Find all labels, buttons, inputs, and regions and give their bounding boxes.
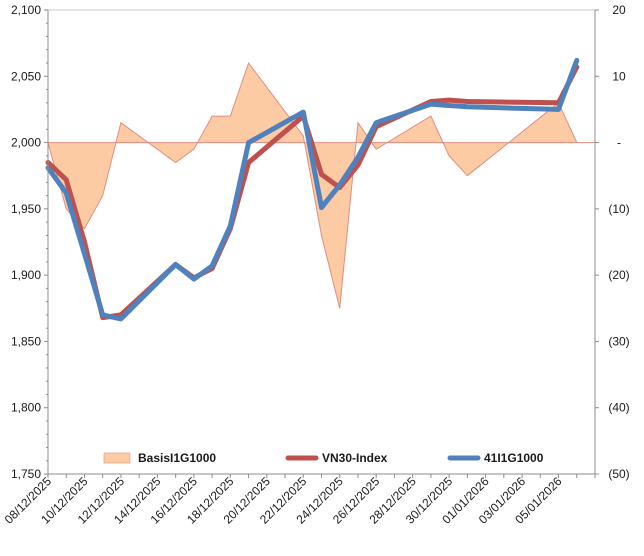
series-line-vn30-index bbox=[45, 64, 580, 321]
legend-41i1g1000-label: 41I1G1000 bbox=[484, 451, 544, 465]
y-tick-label-left: 1,800 bbox=[11, 401, 41, 415]
basis-area-edge bbox=[47, 61, 578, 309]
legend-basis-label: BasisI1G1000 bbox=[138, 451, 216, 465]
y-tick-label-left: 2,000 bbox=[11, 136, 41, 150]
y-tick-label-left: 1,750 bbox=[11, 467, 41, 481]
legend-vn30-index-label: VN30-Index bbox=[322, 451, 388, 465]
y-tick-label-right: (20) bbox=[608, 268, 629, 282]
y-tick-label-left: 1,900 bbox=[11, 268, 41, 282]
series-line-41i1g1000 bbox=[45, 57, 580, 322]
y-tick-label-right: - bbox=[617, 136, 621, 150]
y-tick-label-right: 10 bbox=[612, 69, 626, 83]
y-tick-label-right: (50) bbox=[608, 467, 629, 481]
y-tick-label-right: 20 bbox=[612, 3, 626, 17]
y-tick-label-left: 2,050 bbox=[11, 69, 41, 83]
y-tick-label-left: 1,950 bbox=[11, 202, 41, 216]
y-tick-label-right: (40) bbox=[608, 401, 629, 415]
y-tick-label-right: (30) bbox=[608, 334, 629, 348]
plot-area bbox=[47, 9, 596, 475]
y-tick-label-left: 2,100 bbox=[11, 3, 41, 17]
y-tick-label-right: (10) bbox=[608, 202, 629, 216]
y-tick-label-left: 1,850 bbox=[11, 334, 41, 348]
legend-basis-swatch bbox=[103, 452, 131, 464]
